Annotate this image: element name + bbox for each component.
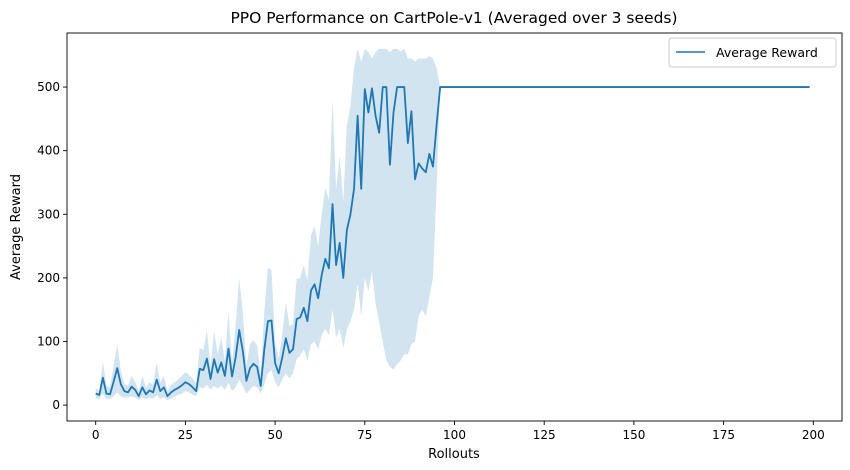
chart-title: PPO Performance on CartPole-v1 (Averaged…: [230, 9, 677, 27]
x-axis-label: Rollouts: [428, 447, 480, 462]
x-tick-label: 100: [443, 428, 466, 442]
x-tick-label: 200: [802, 428, 825, 442]
plot-frame: [66, 32, 843, 422]
legend-entry-average-reward: Average Reward: [716, 45, 818, 60]
y-tick-label: 400: [37, 144, 60, 158]
x-tick-label: 125: [533, 428, 556, 442]
x-tick-label: 150: [622, 428, 645, 442]
confidence-band: [95, 48, 810, 401]
average-reward-line: [95, 86, 810, 398]
x-tick-label: 50: [267, 428, 282, 442]
y-axis-label: Average Reward: [9, 174, 24, 280]
x-tick-label: 175: [712, 428, 735, 442]
x-tick-label: 25: [178, 428, 193, 442]
y-axis-ticks: 0 100 200 300 400 500: [37, 80, 67, 412]
y-tick-label: 0: [52, 398, 60, 412]
y-tick-label: 100: [37, 334, 60, 348]
plot-area: [95, 48, 810, 401]
y-tick-label: 200: [37, 271, 60, 285]
y-tick-label: 300: [37, 207, 60, 221]
legend: Average Reward: [668, 37, 837, 68]
x-axis-ticks: 0 25 50 75 100 125 150 175 200: [92, 421, 825, 442]
y-tick-label: 500: [37, 80, 60, 94]
x-tick-label: 75: [357, 428, 372, 442]
legend-box: [668, 37, 837, 68]
x-tick-label: 0: [92, 428, 100, 442]
